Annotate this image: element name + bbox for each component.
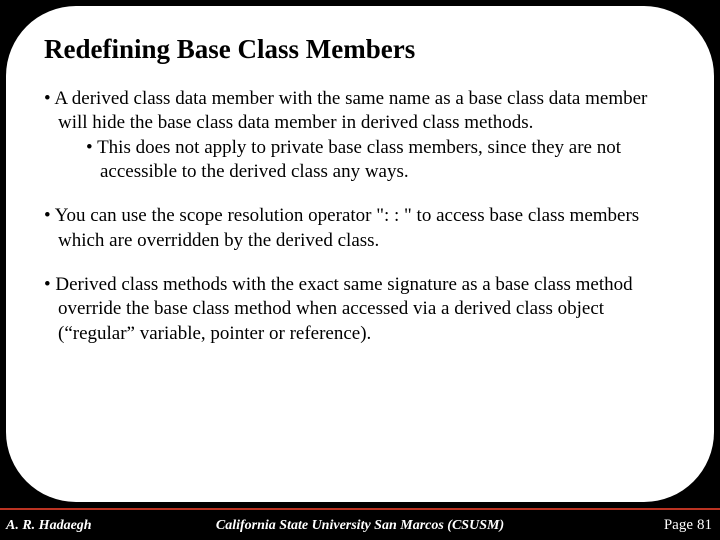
page-number: 81 [697, 517, 712, 533]
slide-content: A derived class data member with the sam… [44, 87, 676, 346]
slide-panel: Redefining Base Class Members A derived … [6, 6, 714, 502]
sub-bullet-text: This does not apply to private base clas… [97, 137, 621, 182]
bullet-item: Derived class methods with the exact sam… [44, 273, 676, 346]
footer-affiliation: California State University San Marcos (… [0, 518, 720, 534]
bullet-text: A derived class data member with the sam… [54, 88, 647, 133]
page-label: Page [664, 517, 693, 533]
bullet-text: You can use the scope resolution operato… [55, 205, 639, 250]
slide-title: Redefining Base Class Members [44, 34, 676, 65]
bullet-item: A derived class data member with the sam… [44, 87, 676, 184]
accent-divider [0, 508, 720, 510]
bullet-item: You can use the scope resolution operato… [44, 204, 676, 253]
sub-bullet-item: This does not apply to private base clas… [86, 136, 676, 185]
bullet-text: Derived class methods with the exact sam… [55, 274, 632, 344]
footer-page: Page81 [664, 517, 712, 534]
footer-bar: A. R. Hadaegh California State Universit… [0, 512, 720, 540]
